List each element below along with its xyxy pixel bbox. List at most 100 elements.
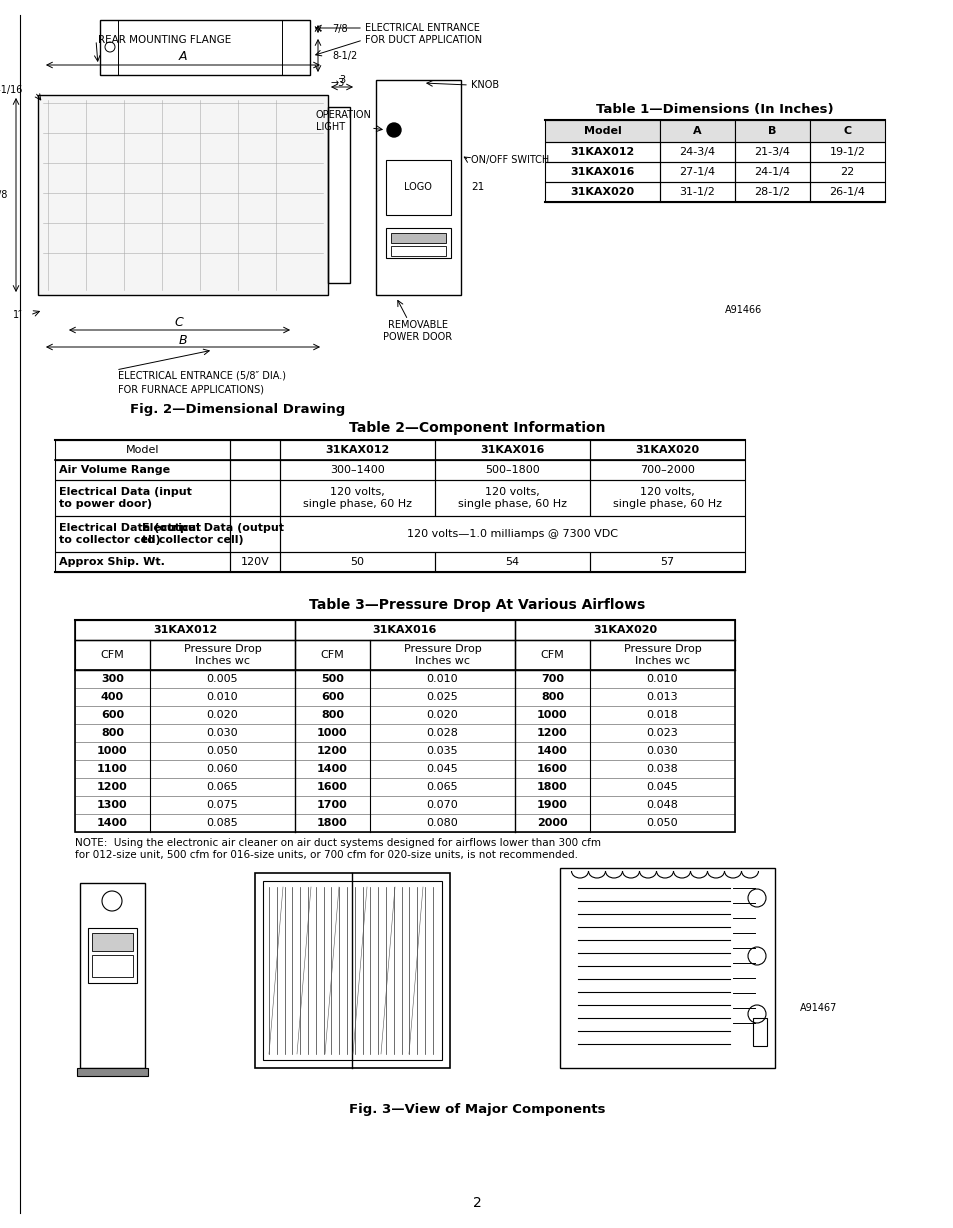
Text: Model: Model: [583, 126, 620, 136]
Text: CFM: CFM: [100, 650, 124, 659]
Bar: [370, 814, 515, 833]
Bar: [77, 1068, 148, 1076]
Text: 0.005: 0.005: [207, 674, 238, 684]
Text: 0.030: 0.030: [207, 728, 238, 738]
Circle shape: [387, 123, 400, 138]
Text: 0.023: 0.023: [646, 728, 678, 738]
Text: 700: 700: [540, 674, 563, 684]
Text: 1000: 1000: [537, 710, 567, 720]
Bar: [391, 246, 446, 255]
Text: Electrical Data (input
to power door): Electrical Data (input to power door): [59, 488, 192, 508]
Text: 16-7/8: 16-7/8: [0, 190, 8, 200]
Bar: [589, 796, 734, 814]
Bar: [435, 460, 589, 480]
Text: 500: 500: [321, 674, 344, 684]
Text: ELECTRICAL ENTRANCE: ELECTRICAL ENTRANCE: [365, 23, 479, 33]
Text: 1800: 1800: [316, 818, 348, 828]
Text: 26-1/4: 26-1/4: [828, 187, 864, 196]
Bar: [75, 760, 150, 779]
Bar: [91, 933, 132, 950]
Text: 0.013: 0.013: [646, 693, 678, 702]
Text: 1100: 1100: [97, 764, 128, 774]
Text: 300: 300: [101, 674, 124, 684]
Bar: [100, 20, 310, 75]
Text: 8-1/2: 8-1/2: [332, 52, 356, 61]
Bar: [75, 670, 150, 688]
Bar: [75, 725, 150, 742]
Text: 1200: 1200: [537, 728, 567, 738]
Bar: [150, 725, 294, 742]
Bar: [263, 880, 441, 1060]
Text: 31KAX012: 31KAX012: [325, 445, 389, 456]
Text: 0.018: 0.018: [646, 710, 678, 720]
Text: 21: 21: [471, 182, 484, 192]
Text: 1400: 1400: [537, 745, 567, 756]
Text: 120V: 120V: [240, 558, 269, 567]
Text: 0.028: 0.028: [426, 728, 458, 738]
Text: 1600: 1600: [316, 782, 348, 792]
Text: 0.045: 0.045: [646, 782, 678, 792]
Text: ON/OFF SWITCH: ON/OFF SWITCH: [471, 155, 549, 165]
Bar: [150, 670, 294, 688]
Bar: [75, 742, 150, 760]
Bar: [91, 955, 132, 977]
Text: Pressure Drop
Inches wc: Pressure Drop Inches wc: [183, 645, 261, 666]
Bar: [294, 760, 370, 779]
Bar: [75, 620, 734, 833]
Bar: [230, 480, 280, 516]
Text: 2-1/16: 2-1/16: [0, 85, 23, 95]
Text: 7/8: 7/8: [332, 25, 347, 34]
Text: 0.035: 0.035: [426, 745, 457, 756]
Bar: [589, 779, 734, 796]
Bar: [294, 640, 370, 670]
Bar: [55, 480, 230, 516]
Bar: [544, 120, 659, 142]
Text: Electrical Data (output
to collector cell): Electrical Data (output to collector cel…: [142, 523, 284, 545]
Text: CFM: CFM: [540, 650, 564, 659]
Bar: [589, 814, 734, 833]
Text: REMOVABLE
POWER DOOR: REMOVABLE POWER DOOR: [383, 321, 452, 341]
Bar: [294, 688, 370, 706]
Bar: [734, 142, 809, 162]
Text: Pressure Drop
Inches wc: Pressure Drop Inches wc: [623, 645, 700, 666]
Text: 31KAX012: 31KAX012: [570, 147, 634, 157]
Text: ELECTRICAL ENTRANCE (5/8″ DIA.): ELECTRICAL ENTRANCE (5/8″ DIA.): [118, 370, 286, 379]
Text: 120 volts,
single phase, 60 Hz: 120 volts, single phase, 60 Hz: [303, 488, 412, 508]
Bar: [370, 706, 515, 725]
Text: 800: 800: [540, 693, 563, 702]
Text: 800: 800: [320, 710, 344, 720]
Text: 3: 3: [338, 75, 345, 85]
Text: 0.065: 0.065: [426, 782, 457, 792]
Bar: [515, 814, 589, 833]
Bar: [75, 688, 150, 706]
Bar: [734, 162, 809, 182]
Bar: [515, 706, 589, 725]
Text: Table 2—Component Information: Table 2—Component Information: [349, 421, 604, 435]
Text: 1″: 1″: [13, 309, 23, 321]
Text: 0.020: 0.020: [207, 710, 238, 720]
Text: A: A: [693, 126, 701, 136]
Bar: [80, 883, 145, 1068]
Text: 120 volts—1.0 milliamps @ 7300 VDC: 120 volts—1.0 milliamps @ 7300 VDC: [407, 529, 618, 539]
Text: 0.060: 0.060: [207, 764, 238, 774]
Text: FOR FURNACE APPLICATIONS): FOR FURNACE APPLICATIONS): [118, 386, 264, 395]
Bar: [589, 742, 734, 760]
Bar: [55, 460, 230, 480]
Bar: [435, 553, 589, 572]
Bar: [370, 779, 515, 796]
Text: B: B: [767, 126, 776, 136]
Text: FOR DUCT APPLICATION: FOR DUCT APPLICATION: [365, 36, 481, 45]
Text: A: A: [178, 50, 187, 64]
Text: 1400: 1400: [97, 818, 128, 828]
Bar: [370, 742, 515, 760]
Bar: [809, 162, 884, 182]
Text: 700–2000: 700–2000: [639, 465, 694, 475]
Bar: [659, 182, 734, 201]
Bar: [752, 1018, 766, 1046]
Text: 1200: 1200: [316, 745, 348, 756]
Bar: [150, 814, 294, 833]
Text: Pressure Drop
Inches wc: Pressure Drop Inches wc: [403, 645, 481, 666]
Bar: [515, 725, 589, 742]
Bar: [280, 440, 435, 460]
Text: 0.030: 0.030: [646, 745, 678, 756]
